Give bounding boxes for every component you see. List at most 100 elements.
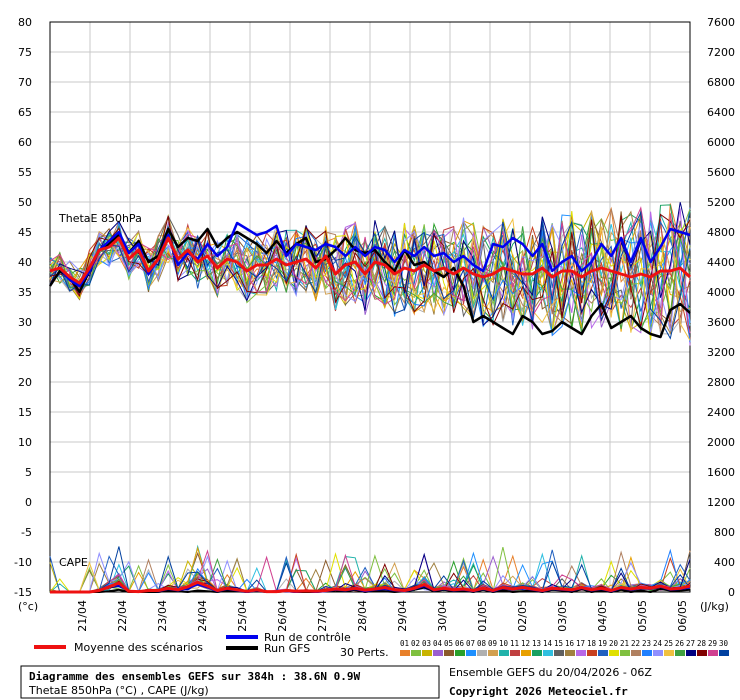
mean-cape-line — [50, 580, 691, 594]
right-tick-label: 6800 — [707, 76, 735, 89]
left-tick-label: 65 — [18, 106, 32, 119]
pert-number: 21 — [620, 639, 629, 648]
date-tick-label: 06/05 — [676, 600, 689, 632]
pert-swatch — [708, 650, 718, 656]
main-series — [48, 221, 692, 594]
right-tick-label: 1200 — [707, 496, 735, 509]
pert-swatch — [488, 650, 498, 656]
right-tick-label: 4000 — [707, 286, 735, 299]
left-tick-label: 40 — [18, 256, 32, 269]
date-tick-label: 27/04 — [316, 600, 329, 632]
pert-swatch — [466, 650, 476, 656]
left-tick-label: 80 — [18, 16, 32, 29]
date-axis: 21/04 22/04 23/04 24/04 25/04 26/04 27/04 28/04… — [76, 600, 689, 632]
left-tick-label: 50 — [18, 196, 32, 209]
left-tick-label: 45 — [18, 226, 32, 239]
date-tick-label: 28/04 — [356, 600, 369, 632]
date-tick-label: 05/05 — [636, 600, 649, 632]
pert-swatch — [477, 650, 487, 656]
left-tick-label: 35 — [18, 286, 32, 299]
pert-number: 09 — [488, 639, 497, 648]
right-tick-label: 7200 — [707, 46, 735, 59]
pert-number: 18 — [587, 639, 597, 648]
pert-swatch — [400, 650, 410, 656]
pert-number: 01 — [400, 639, 409, 648]
right-tick-label: 6000 — [707, 136, 735, 149]
pert-number: 10 — [499, 639, 509, 648]
pert-number: 02 — [411, 639, 420, 648]
left-tick-label: -15 — [14, 586, 32, 599]
pert-number: 24 — [653, 639, 663, 648]
pert-swatch — [521, 650, 531, 656]
right-tick-label: 800 — [714, 526, 735, 539]
right-tick-label: 400 — [714, 556, 735, 569]
left-tick-label: 30 — [18, 316, 32, 329]
left-tick-label: 25 — [18, 346, 32, 359]
pert-swatch — [576, 650, 586, 656]
pert-number: 08 — [477, 639, 487, 648]
pert-number: 13 — [532, 639, 541, 648]
date-tick-label: 02/05 — [516, 600, 529, 632]
right-tick-label: 2000 — [707, 436, 735, 449]
perturbation-legend: 01 02 03 04 05 06 07 08 09 10 11 12 13 14 15 16 17 18 19 20… — [400, 639, 729, 656]
left-tick-label: 0 — [25, 496, 32, 509]
pert-number: 17 — [576, 639, 585, 648]
date-tick-label: 01/05 — [476, 600, 489, 632]
pert-swatch — [620, 650, 630, 656]
member-thetae-line — [49, 210, 691, 340]
pert-swatch — [664, 650, 674, 656]
pert-number: 25 — [664, 639, 673, 648]
pert-number: 07 — [466, 639, 475, 648]
legend-control-label: Run de contrôle — [264, 631, 351, 644]
pert-swatch — [543, 650, 553, 656]
pert-swatch — [609, 650, 619, 656]
cape-panel-label: CAPE — [59, 556, 88, 569]
member-thetae-line — [49, 204, 691, 332]
chart-grid — [49, 21, 691, 593]
legend-gfs-label: Run GFS — [264, 642, 310, 655]
left-tick-label: 55 — [18, 166, 32, 179]
date-tick-label: 23/04 — [156, 600, 169, 632]
pert-number: 22 — [631, 639, 640, 648]
pert-number: 19 — [598, 639, 607, 648]
pert-number: 28 — [697, 639, 707, 648]
right-tick-label: 5200 — [707, 196, 735, 209]
footer-box — [20, 665, 440, 699]
pert-swatch — [697, 650, 707, 656]
pert-swatch — [532, 650, 542, 656]
pert-number: 04 — [433, 639, 443, 648]
pert-swatch — [686, 650, 696, 656]
pert-swatch — [455, 650, 465, 656]
left-tick-label: 10 — [18, 436, 32, 449]
pert-number: 15 — [554, 639, 563, 648]
left-tick-label: 5 — [25, 466, 32, 479]
left-tick-label: 75 — [18, 46, 32, 59]
left-tick-label: 70 — [18, 76, 32, 89]
right-tick-label: 7600 — [707, 16, 735, 29]
right-tick-label: 4400 — [707, 256, 735, 269]
legend-perts-label: 30 Perts. — [340, 646, 389, 659]
thetae-panel-label: ThetaE 850hPa — [58, 212, 142, 225]
left-tick-label: -5 — [21, 526, 32, 539]
pert-swatch — [565, 650, 575, 656]
pert-number: 03 — [422, 639, 431, 648]
date-tick-label: 30/04 — [436, 600, 449, 632]
legend-mean-label: Moyenne des scénarios — [74, 641, 203, 654]
pert-number: 14 — [543, 639, 553, 648]
right-tick-label: 5600 — [707, 166, 735, 179]
right-axis: 7600720068006400600056005200480044004000… — [707, 16, 735, 599]
footer-title: Diagramme des ensembles GEFS sur 384h : … — [29, 670, 361, 683]
pert-swatch — [587, 650, 597, 656]
right-axis-unit: (J/kg) — [700, 600, 729, 613]
mean-thetae-line — [49, 236, 692, 285]
date-tick-label: 26/04 — [276, 600, 289, 632]
left-tick-label: -10 — [14, 556, 32, 569]
date-tick-label: 24/04 — [196, 600, 209, 632]
pert-swatch — [422, 650, 432, 656]
pert-swatch — [554, 650, 564, 656]
pert-swatch — [499, 650, 509, 656]
pert-swatch — [411, 650, 421, 656]
right-tick-label: 1600 — [707, 466, 735, 479]
